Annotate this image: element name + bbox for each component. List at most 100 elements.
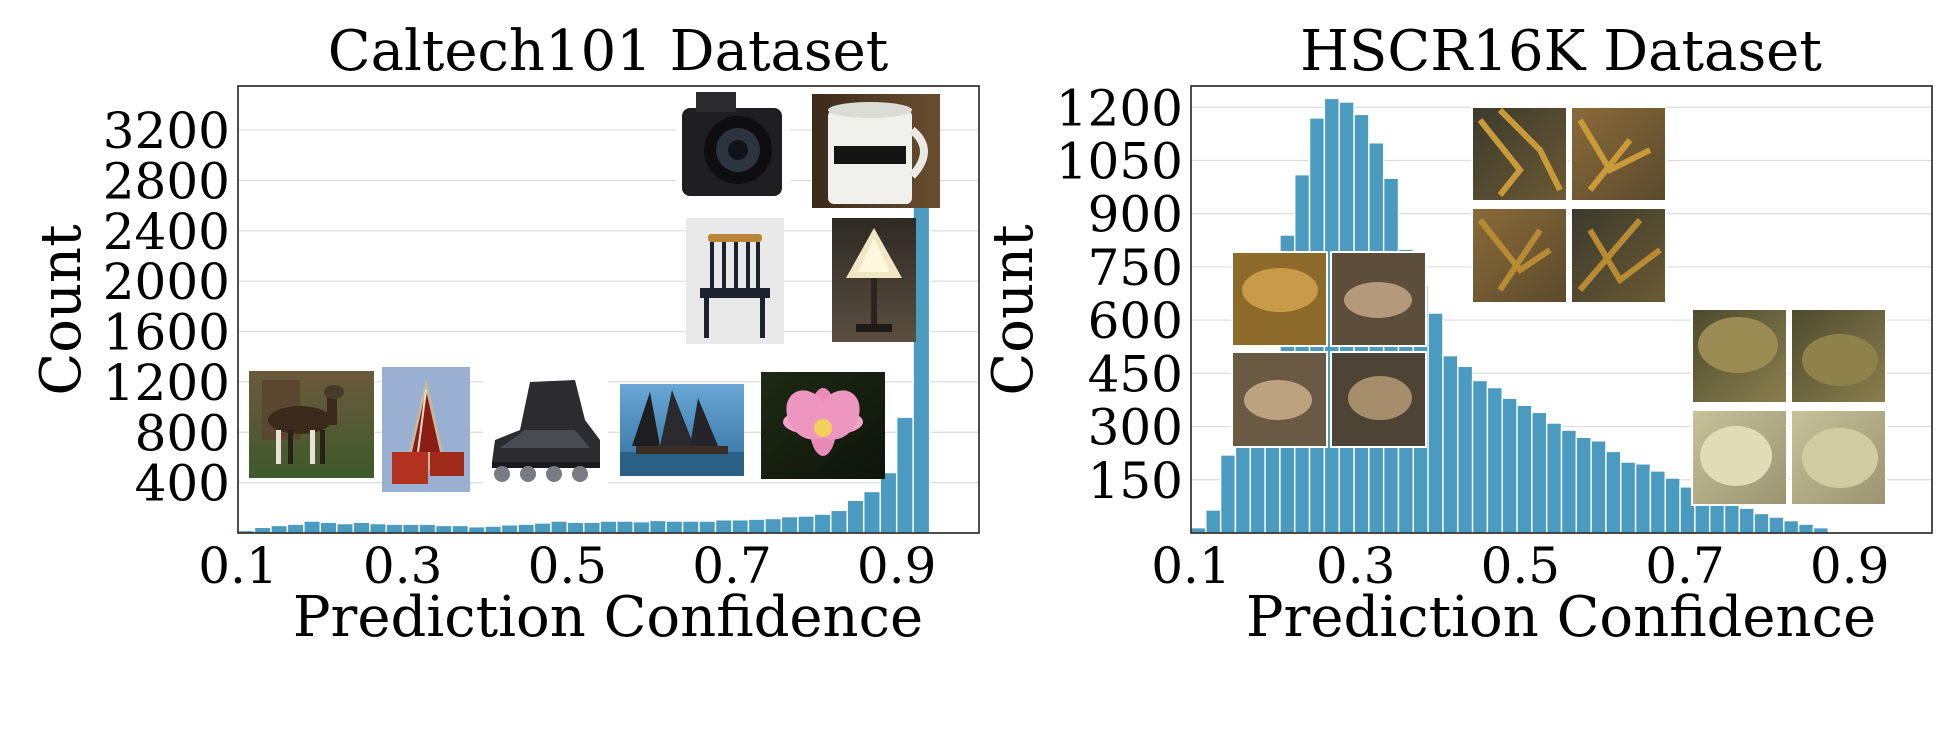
caltech101-histogram-bar [747,518,766,534]
hscr16k-histogram-bar [1575,436,1592,534]
caltech101-x-tick-label: 0.3 [363,537,443,595]
hscr16k-y-tick-label: 150 [1088,452,1183,510]
caltech101-histogram-bar [616,520,634,534]
caltech101-histogram-bar [385,523,404,534]
hscr16k-y-tick-label: 750 [1088,239,1183,297]
hscr16k-histogram-bar [1753,512,1770,534]
caltech101-histogram-bar [336,522,354,534]
caltech101-histogram-bar [879,471,898,534]
hscr16k-histogram-bar [1605,450,1622,534]
hscr16k-histogram-bar [1486,386,1503,534]
sailboat-photo [620,384,744,476]
caltech101-histogram-bar [714,519,733,534]
caltech101-x-tick-label: 0.9 [857,537,937,595]
caltech101-histogram-bar [401,523,420,534]
hscr16k-histogram-bar [1531,411,1548,534]
caltech101-y-tick-label: 2400 [103,203,230,261]
hscr16k-x-tick-label: 0.7 [1645,537,1725,595]
caltech101-histogram-bar [813,513,832,534]
hscr16k-inset-images [1231,106,1887,506]
caltech101-histogram-bar [500,524,519,534]
caltech101-histogram-bar [764,517,783,534]
hscr16k-y-axis-label: Count [981,224,1046,396]
caltech101-histogram-bar [484,525,503,534]
caltech101-y-tick-label: 1600 [103,304,230,362]
caltech101-x-tick-label: 0.5 [528,537,608,595]
caltech101-histogram-bar [352,521,371,534]
caltech101-histogram-bar [467,526,486,534]
hscr16k-histogram-bar [1205,509,1222,534]
caltech101-histogram-bar [517,523,536,534]
caltech101-y-tick-label: 2800 [103,152,230,210]
hscr16k-histogram-bar [1234,440,1251,534]
hscr16k-histogram-bar [1664,477,1681,534]
okapi-photo [249,371,374,478]
caltech101-y-tick-label: 1200 [103,354,230,412]
caltech101-histogram-bar [583,521,601,534]
hscr16k-histogram-bar [1738,507,1755,534]
hscr16k-y-tick-label: 300 [1088,399,1183,457]
caltech101-histogram-bar [270,524,289,534]
caltech101-histogram-bar [369,522,387,534]
caltech101-histogram-bar [665,520,684,534]
caltech101-histogram-bar [863,490,881,534]
caltech101-histogram-bar [533,522,552,534]
hscr16k-histogram-bar [1516,404,1533,534]
caltech101-histogram-bar [681,520,700,534]
hscr16k-histogram-bar [1457,365,1474,534]
caltech101-histogram-bar [550,520,569,534]
hscr16k-plot-frame [1190,85,1933,534]
caltech101-histogram-bar [830,509,848,534]
caltech101-histogram-bar [303,520,322,534]
hscr16k-x-tick-labels: 0.1 0.3 0.5 0.7 0.9 [1151,537,1889,595]
hscr16k-histogram-bar [1590,440,1607,534]
hscr16k-histogram-bar [1471,379,1489,534]
caltech101-histogram-bar [434,524,453,534]
hscr16k-x-tick-label: 0.3 [1316,537,1396,595]
caltech101-y-tick-label: 2000 [103,253,230,311]
hscr16k-histogram-bar [1427,312,1444,534]
hscr16k-histogram-bar [1797,523,1815,534]
caltech101-chart-title: Caltech101 Dataset [328,19,889,84]
hscr16k-x-tick-label: 0.9 [1810,537,1890,595]
hscr16k-y-tick-label: 600 [1088,292,1183,350]
caltech101-histogram-bar [599,520,618,534]
caltech101-histogram-bar [648,519,667,534]
caltech101-inset-images [249,86,940,492]
caltech101-y-tick-label: 3200 [103,102,230,160]
metronome-photo [382,367,470,492]
hscr16k-histogram-bar [1545,422,1563,534]
caltech101-histogram-bar [846,499,865,534]
hscr16k-y-tick-label: 1200 [1056,79,1183,137]
hscr16k-chart-title: HSCR16K Dataset [1300,19,1822,84]
caltech101-histogram-bar [797,515,816,534]
caltech101-histogram-bar [286,523,305,534]
hscr16k-histogram-bar [1501,397,1518,534]
inline-skate-photo [483,375,608,485]
hscr16k-histogram-bar [1783,519,1800,534]
hscr16k-histogram-bar [1620,461,1637,534]
hscr16k-histogram-bar [1560,429,1578,534]
caltech101-plot-frame [237,85,980,534]
chair-photo [686,218,784,344]
caltech101-histogram-bar [566,521,585,534]
hscr16k-histogram-bar [1768,516,1785,534]
coral-branching-1 [1471,106,1568,202]
caltech101-histogram-bar [632,520,651,534]
caltech101-x-tick-labels: 0.1 0.3 0.5 0.7 0.9 [198,537,936,595]
lotus-photo [761,372,885,479]
lamp-photo [832,218,916,342]
hscr16k-y-tick-label: 450 [1088,345,1183,403]
caltech101-histogram-bar [418,523,437,534]
hscr16k-histogram-bar [1219,454,1237,534]
caltech101-y-axis-label: Count [29,224,94,396]
hscr16k-x-tick-label: 0.5 [1481,537,1561,595]
caltech101-histogram-bar [319,521,338,534]
hscr16k-histogram-bar [1442,354,1459,534]
caltech101-y-tick-label: 800 [135,404,230,462]
